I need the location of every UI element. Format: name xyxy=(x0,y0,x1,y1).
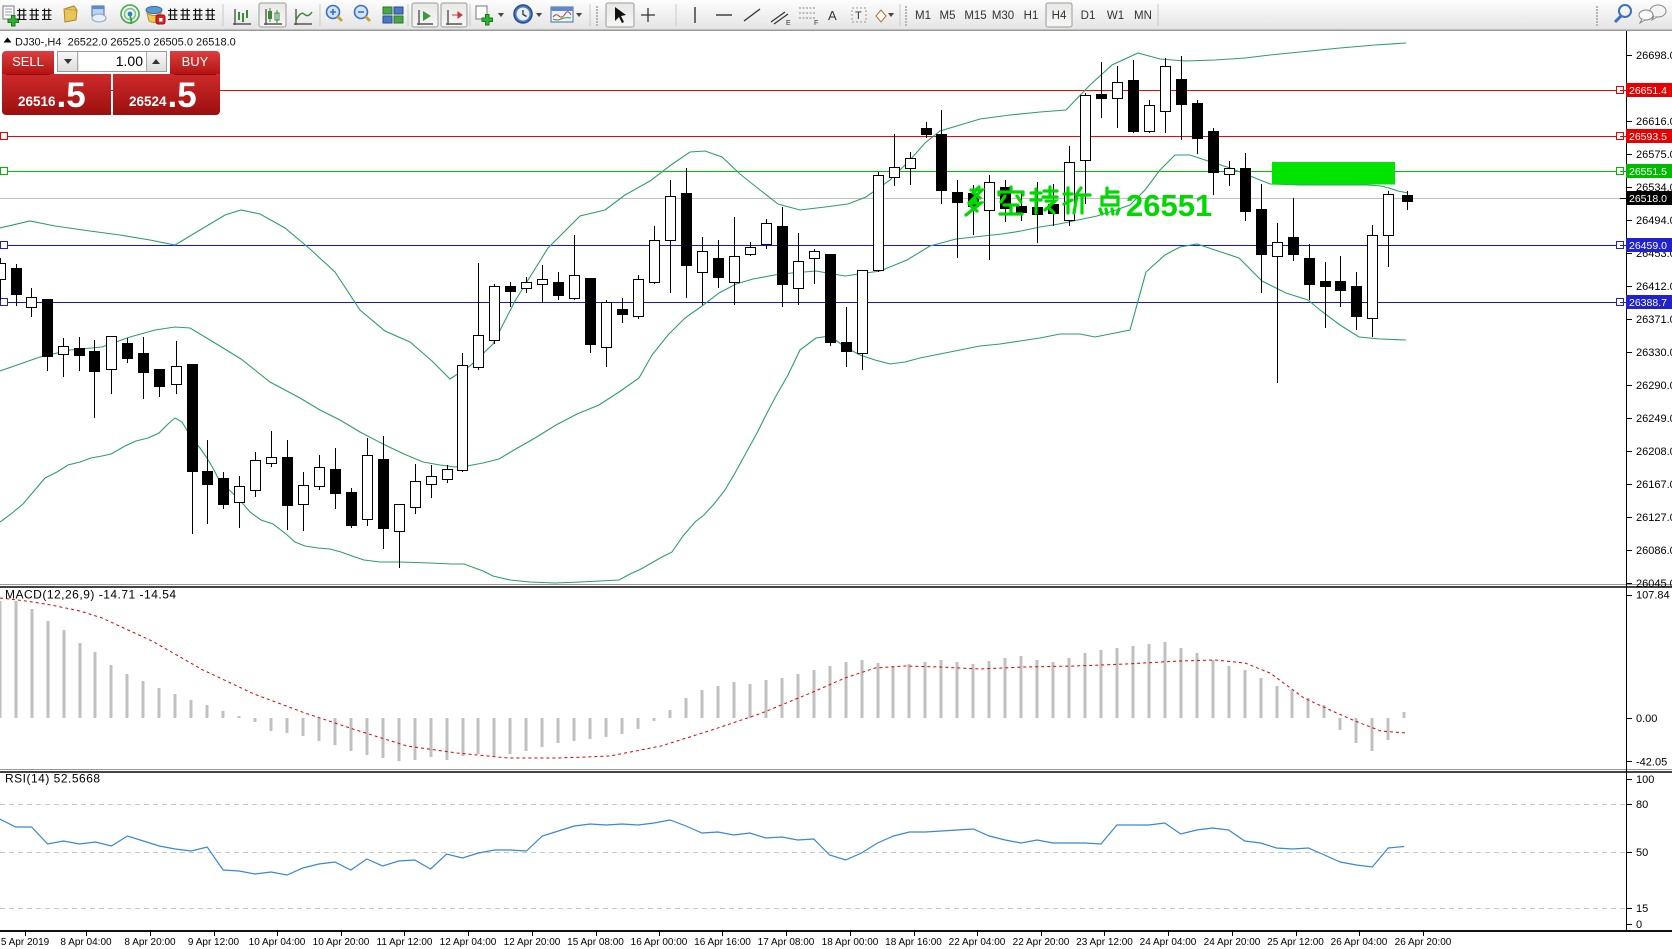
svg-text:26459.0: 26459.0 xyxy=(1629,240,1667,252)
svg-text:26290.0: 26290.0 xyxy=(1636,380,1672,392)
svg-text:26575.0: 26575.0 xyxy=(1636,149,1672,161)
svg-text:26518.0: 26518.0 xyxy=(1629,193,1667,205)
svg-text:12 Apr 20:00: 12 Apr 20:00 xyxy=(504,937,561,948)
svg-text:25 Apr 12:00: 25 Apr 12:00 xyxy=(1267,937,1324,948)
svg-text:26616.0: 26616.0 xyxy=(1636,116,1672,128)
svg-text:MACD(12,26,9) -14.71 -14.54: MACD(12,26,9) -14.71 -14.54 xyxy=(5,588,177,602)
svg-text:26249.0: 26249.0 xyxy=(1636,413,1672,425)
svg-text:W1: W1 xyxy=(1107,10,1124,22)
svg-text:107.84: 107.84 xyxy=(1636,590,1670,602)
svg-text:E: E xyxy=(786,20,791,27)
svg-text:80: 80 xyxy=(1636,799,1648,811)
svg-text:26330.0: 26330.0 xyxy=(1636,347,1672,359)
svg-text:26 Apr 04:00: 26 Apr 04:00 xyxy=(1331,937,1388,948)
svg-text:26208.0: 26208.0 xyxy=(1636,446,1672,458)
svg-text:26388.7: 26388.7 xyxy=(1629,297,1667,309)
svg-text:0.00: 0.00 xyxy=(1636,713,1657,725)
svg-text:5 Apr 2019: 5 Apr 2019 xyxy=(1,937,50,948)
svg-text:A: A xyxy=(828,8,837,23)
svg-text:MN: MN xyxy=(1134,10,1152,22)
svg-text:26651.4: 26651.4 xyxy=(1629,85,1667,97)
svg-text:12 Apr 04:00: 12 Apr 04:00 xyxy=(440,937,497,948)
svg-text:16 Apr 16:00: 16 Apr 16:00 xyxy=(694,937,751,948)
svg-text:15: 15 xyxy=(1636,903,1648,915)
svg-text:M1: M1 xyxy=(915,10,931,22)
svg-text:RSI(14) 52.5668: RSI(14) 52.5668 xyxy=(5,772,101,786)
svg-text:10 Apr 04:00: 10 Apr 04:00 xyxy=(249,937,306,948)
svg-text:-42.05: -42.05 xyxy=(1636,757,1667,769)
svg-text:M5: M5 xyxy=(940,10,956,22)
svg-text:24 Apr 04:00: 24 Apr 04:00 xyxy=(1140,937,1197,948)
svg-text:18 Apr 00:00: 18 Apr 00:00 xyxy=(822,937,879,948)
svg-text:16 Apr 00:00: 16 Apr 00:00 xyxy=(631,937,688,948)
svg-text:26371.0: 26371.0 xyxy=(1636,314,1672,326)
svg-text:26698.0: 26698.0 xyxy=(1636,50,1672,62)
svg-text:M30: M30 xyxy=(992,10,1014,22)
svg-text:DJ30-,H4 26522.0 26525.0 2650: DJ30-,H4 26522.0 26525.0 26505.0 26518.0 xyxy=(15,37,236,49)
svg-text:M15: M15 xyxy=(964,10,986,22)
svg-text:24 Apr 20:00: 24 Apr 20:00 xyxy=(1204,937,1261,948)
svg-text:0: 0 xyxy=(1636,919,1642,931)
svg-text:18 Apr 16:00: 18 Apr 16:00 xyxy=(885,937,942,948)
svg-text:F: F xyxy=(814,20,818,27)
svg-text:17 Apr 08:00: 17 Apr 08:00 xyxy=(758,937,815,948)
svg-text:100: 100 xyxy=(1636,774,1654,786)
svg-text:10 Apr 20:00: 10 Apr 20:00 xyxy=(313,937,370,948)
svg-text:9 Apr 12:00: 9 Apr 12:00 xyxy=(188,937,240,948)
svg-text:T: T xyxy=(855,10,862,22)
svg-text:26412.0: 26412.0 xyxy=(1636,281,1672,293)
svg-text:26086.0: 26086.0 xyxy=(1636,545,1672,557)
svg-text:D1: D1 xyxy=(1081,10,1096,22)
svg-text:26127.0: 26127.0 xyxy=(1636,512,1672,524)
svg-text:22 Apr 04:00: 22 Apr 04:00 xyxy=(949,937,1006,948)
svg-text:26 Apr 20:00: 26 Apr 20:00 xyxy=(1395,937,1452,948)
svg-text:H4: H4 xyxy=(1052,10,1067,22)
svg-text:22 Apr 20:00: 22 Apr 20:00 xyxy=(1013,937,1070,948)
svg-text:23 Apr 12:00: 23 Apr 12:00 xyxy=(1076,937,1133,948)
svg-text:11 Apr 12:00: 11 Apr 12:00 xyxy=(377,937,433,948)
svg-text:26045.0: 26045.0 xyxy=(1636,578,1672,590)
svg-text:26551: 26551 xyxy=(1126,188,1212,223)
svg-text:50: 50 xyxy=(1636,847,1648,859)
svg-text:15 Apr 08:00: 15 Apr 08:00 xyxy=(567,937,624,948)
svg-text:26551.5: 26551.5 xyxy=(1629,166,1667,178)
svg-text:H1: H1 xyxy=(1024,10,1039,22)
svg-text:26167.0: 26167.0 xyxy=(1636,479,1672,491)
svg-text:26494.0: 26494.0 xyxy=(1636,215,1672,227)
svg-text:8 Apr 20:00: 8 Apr 20:00 xyxy=(124,937,176,948)
svg-text:26593.5: 26593.5 xyxy=(1629,131,1667,143)
svg-text:8 Apr 04:00: 8 Apr 04:00 xyxy=(60,937,112,948)
